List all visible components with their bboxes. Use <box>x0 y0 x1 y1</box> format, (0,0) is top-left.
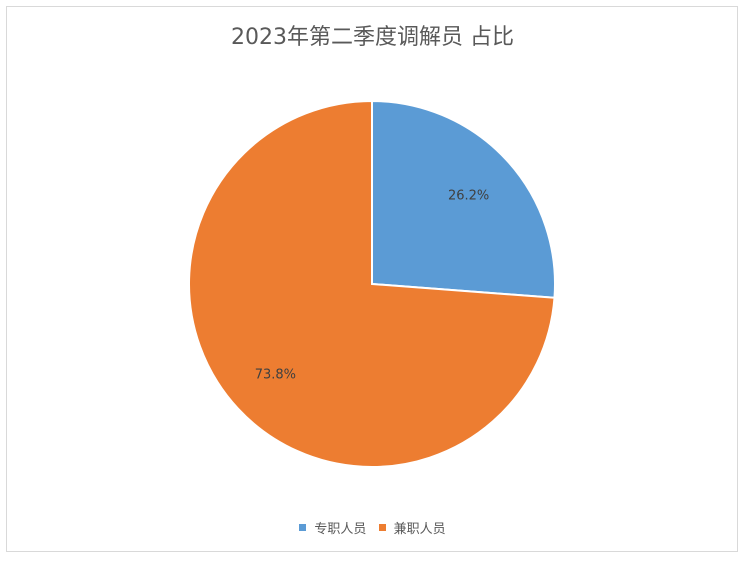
pie-slice-1 <box>188 99 556 468</box>
legend-label: 专职人员 <box>314 522 367 537</box>
legend-swatch <box>299 524 307 531</box>
data-label-0: 26.2% <box>448 188 489 203</box>
chart-area <box>6 6 738 552</box>
pie-slice-0 <box>371 99 556 299</box>
legend-swatch <box>378 524 386 531</box>
legend: 专职人员 兼职人员 <box>0 518 745 537</box>
data-label-1: 73.8% <box>255 368 296 383</box>
chart-title: 2023年第二季度调解员 占比 <box>231 25 514 50</box>
legend-item-fulltime: 专职人员 <box>299 518 366 537</box>
legend-label: 兼职人员 <box>393 522 446 537</box>
legend-item-parttime: 兼职人员 <box>378 518 446 537</box>
